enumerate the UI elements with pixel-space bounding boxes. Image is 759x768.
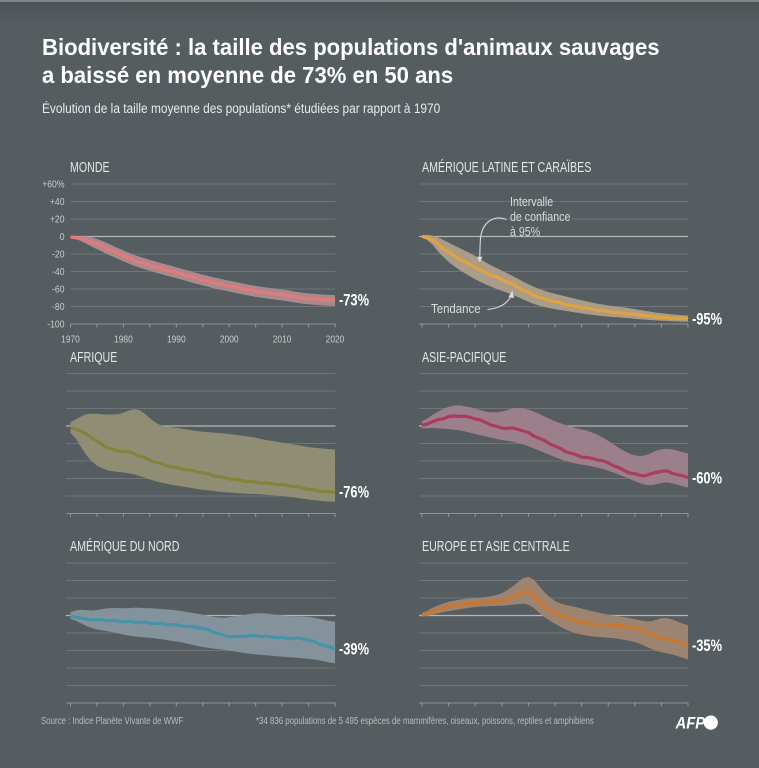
svg-text:0: 0: [60, 231, 65, 243]
svg-text:+20: +20: [50, 214, 65, 226]
svg-text:EUROPE ET ASIE CENTRALE: EUROPE ET ASIE CENTRALE: [422, 537, 570, 554]
svg-text:AMÉRIQUE DU NORD: AMÉRIQUE DU NORD: [70, 537, 179, 554]
svg-text:-100: -100: [47, 319, 64, 331]
svg-text:Tendance: Tendance: [431, 301, 481, 316]
svg-text:1990: 1990: [167, 334, 186, 346]
svg-text:-40: -40: [52, 266, 64, 278]
svg-text:-20: -20: [52, 249, 64, 261]
svg-text:1970: 1970: [61, 334, 80, 346]
svg-text:+40: +40: [50, 196, 65, 208]
svg-text:+60%: +60%: [42, 179, 65, 191]
svg-text:2020: 2020: [326, 334, 345, 346]
svg-text:AFP: AFP: [675, 715, 706, 733]
svg-text:-35%: -35%: [692, 638, 722, 656]
svg-text:AMÉRIQUE LATINE ET CARAÏBES: AMÉRIQUE LATINE ET CARAÏBES: [422, 158, 592, 175]
svg-text:ASIE-PACIFIQUE: ASIE-PACIFIQUE: [422, 348, 507, 365]
svg-text:-95%: -95%: [692, 311, 722, 329]
svg-text:2010: 2010: [273, 334, 292, 346]
svg-text:1980: 1980: [114, 334, 133, 346]
svg-text:-80: -80: [52, 301, 64, 313]
svg-text:de confiance: de confiance: [510, 209, 571, 224]
svg-text:MONDE: MONDE: [70, 158, 110, 175]
svg-text:AFRIQUE: AFRIQUE: [70, 348, 118, 365]
svg-text:Source : Indice Planète Vivant: Source : Indice Planète Vivante de WWF: [41, 715, 184, 726]
svg-text:*34 836 populations de 5 495 e: *34 836 populations de 5 495 espèces de …: [256, 715, 594, 726]
svg-text:Intervalle: Intervalle: [510, 194, 554, 209]
svg-text:-60%: -60%: [692, 470, 722, 488]
svg-text:2000: 2000: [220, 334, 239, 346]
svg-text:-39%: -39%: [339, 641, 369, 659]
svg-text:-76%: -76%: [339, 484, 369, 502]
svg-text:-73%: -73%: [339, 292, 369, 310]
svg-text:-60: -60: [52, 284, 64, 296]
svg-text:à 95%: à 95%: [510, 224, 541, 239]
